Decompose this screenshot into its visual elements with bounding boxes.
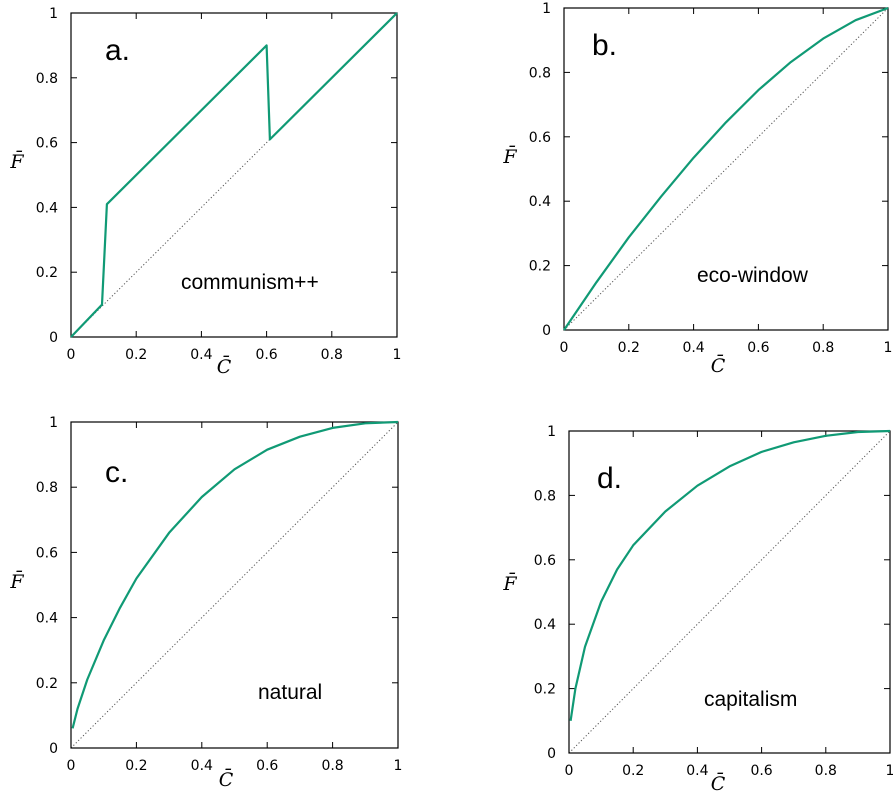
- plot-frame: [70, 421, 399, 749]
- chart-panel-4: 0 0.2 0.4 0.6 0.8 1 0 0.2 0.4 0.6 0.8 1 F̄ C̄ d. capita…: [502, 424, 893, 795]
- y-tick-label: 0.6: [36, 545, 58, 561]
- x-axis-label: C̄: [711, 354, 726, 377]
- y-tick-label: 0.4: [36, 200, 58, 216]
- y-tick-label: 0: [547, 746, 556, 762]
- y-axis-label: F̄: [502, 572, 517, 595]
- annotation-backdrop: [254, 679, 349, 707]
- x-tick-label: 0: [560, 340, 569, 356]
- x-tick-label: 1: [886, 763, 893, 779]
- x-axis-label: C̄: [217, 355, 232, 378]
- y-tick-label: 0.6: [534, 553, 556, 569]
- x-tick-label: 0.6: [750, 763, 772, 779]
- x-tick-label: 1: [394, 758, 403, 774]
- panel-annotation: eco-window: [697, 264, 809, 287]
- panel-letter: c.: [105, 456, 128, 489]
- series-line: [569, 429, 891, 721]
- y-tick-label: 0: [49, 741, 58, 757]
- x-tick-label: 0.8: [321, 758, 343, 774]
- diagonal-reference-line: [568, 430, 891, 754]
- y-tick-label: 1: [542, 1, 551, 17]
- x-tick-label: 0.4: [686, 763, 708, 779]
- x-axis-label: C̄: [219, 768, 234, 791]
- x-tick-label: 0.8: [812, 340, 834, 356]
- x-tick-label: 0: [67, 347, 76, 363]
- panel-letter: d.: [597, 462, 622, 495]
- chart-panel-1: 0 0.2 0.4 0.6 0.8 1 0 0.2 0.4 0.6 0.8 1 F̄ C̄ a. commun…: [9, 6, 401, 378]
- series-line: [71, 420, 399, 729]
- x-tick-label: 0.2: [125, 347, 147, 363]
- panel-annotation: communism++: [181, 271, 319, 294]
- plot-frame: [563, 7, 889, 331]
- y-tick-label: 0.8: [36, 480, 58, 496]
- x-tick-label: 0.2: [618, 340, 640, 356]
- y-tick-label: 0.6: [529, 130, 551, 146]
- panel-annotation: capitalism: [704, 688, 797, 711]
- plot-frame: [568, 430, 891, 754]
- annotation-backdrop: [700, 686, 840, 714]
- panel-letter: b.: [592, 29, 617, 62]
- series-line: [563, 6, 889, 331]
- y-tick-label: 0.8: [36, 71, 58, 87]
- x-axis-label: C̄: [711, 772, 726, 795]
- y-tick-label: 0.4: [36, 611, 58, 627]
- y-tick-label: 1: [49, 6, 58, 22]
- panel-letter: a.: [105, 34, 130, 67]
- x-tick-label: 1: [393, 347, 402, 363]
- diagonal-reference-line: [70, 421, 399, 749]
- x-tick-label: 0.6: [255, 347, 277, 363]
- y-tick-label: 0.2: [36, 265, 58, 281]
- chart-panel-2: 0 0.2 0.4 0.6 0.8 1 0 0.2 0.4 0.6 0.8 1 F̄ C̄ b. eco-wi…: [502, 1, 892, 377]
- x-tick-label: 0.2: [622, 763, 644, 779]
- x-tick-label: 0.2: [125, 758, 147, 774]
- x-tick-label: 1: [884, 340, 893, 356]
- y-tick-label: 0.2: [534, 682, 556, 698]
- series-line: [70, 12, 398, 338]
- y-tick-label: 0.4: [534, 617, 556, 633]
- annotation-backdrop: [177, 269, 352, 297]
- y-axis-label: F̄: [9, 150, 24, 173]
- y-tick-label: 0.2: [36, 676, 58, 692]
- y-axis-label: F̄: [502, 145, 517, 168]
- chart-panel-3: 0 0.2 0.4 0.6 0.8 1 0 0.2 0.4 0.6 0.8 1 F̄ C̄ c. natura…: [9, 415, 402, 791]
- x-tick-label: 0.6: [256, 758, 278, 774]
- x-tick-label: 0: [565, 763, 574, 779]
- y-tick-label: 0.4: [529, 194, 551, 210]
- y-tick-label: 0.6: [36, 136, 58, 152]
- x-tick-label: 0.8: [321, 347, 343, 363]
- y-tick-label: 0: [542, 323, 551, 339]
- annotation-backdrop: [693, 262, 843, 290]
- x-tick-label: 0.4: [190, 347, 212, 363]
- x-tick-label: 0: [67, 758, 76, 774]
- y-axis-label: F̄: [9, 570, 24, 593]
- plot-frame: [70, 12, 398, 338]
- panel-annotation: natural: [258, 681, 322, 704]
- x-tick-label: 0.6: [747, 340, 769, 356]
- y-tick-label: 0.8: [534, 488, 556, 504]
- y-tick-label: 0.2: [529, 259, 551, 275]
- x-tick-label: 0.4: [682, 340, 704, 356]
- y-tick-label: 0: [49, 330, 58, 346]
- y-tick-label: 1: [547, 424, 556, 440]
- x-tick-label: 0.4: [191, 758, 213, 774]
- diagonal-reference-line: [563, 7, 889, 331]
- y-tick-label: 0.8: [529, 65, 551, 81]
- x-tick-label: 0.8: [815, 763, 837, 779]
- y-tick-label: 1: [49, 415, 58, 431]
